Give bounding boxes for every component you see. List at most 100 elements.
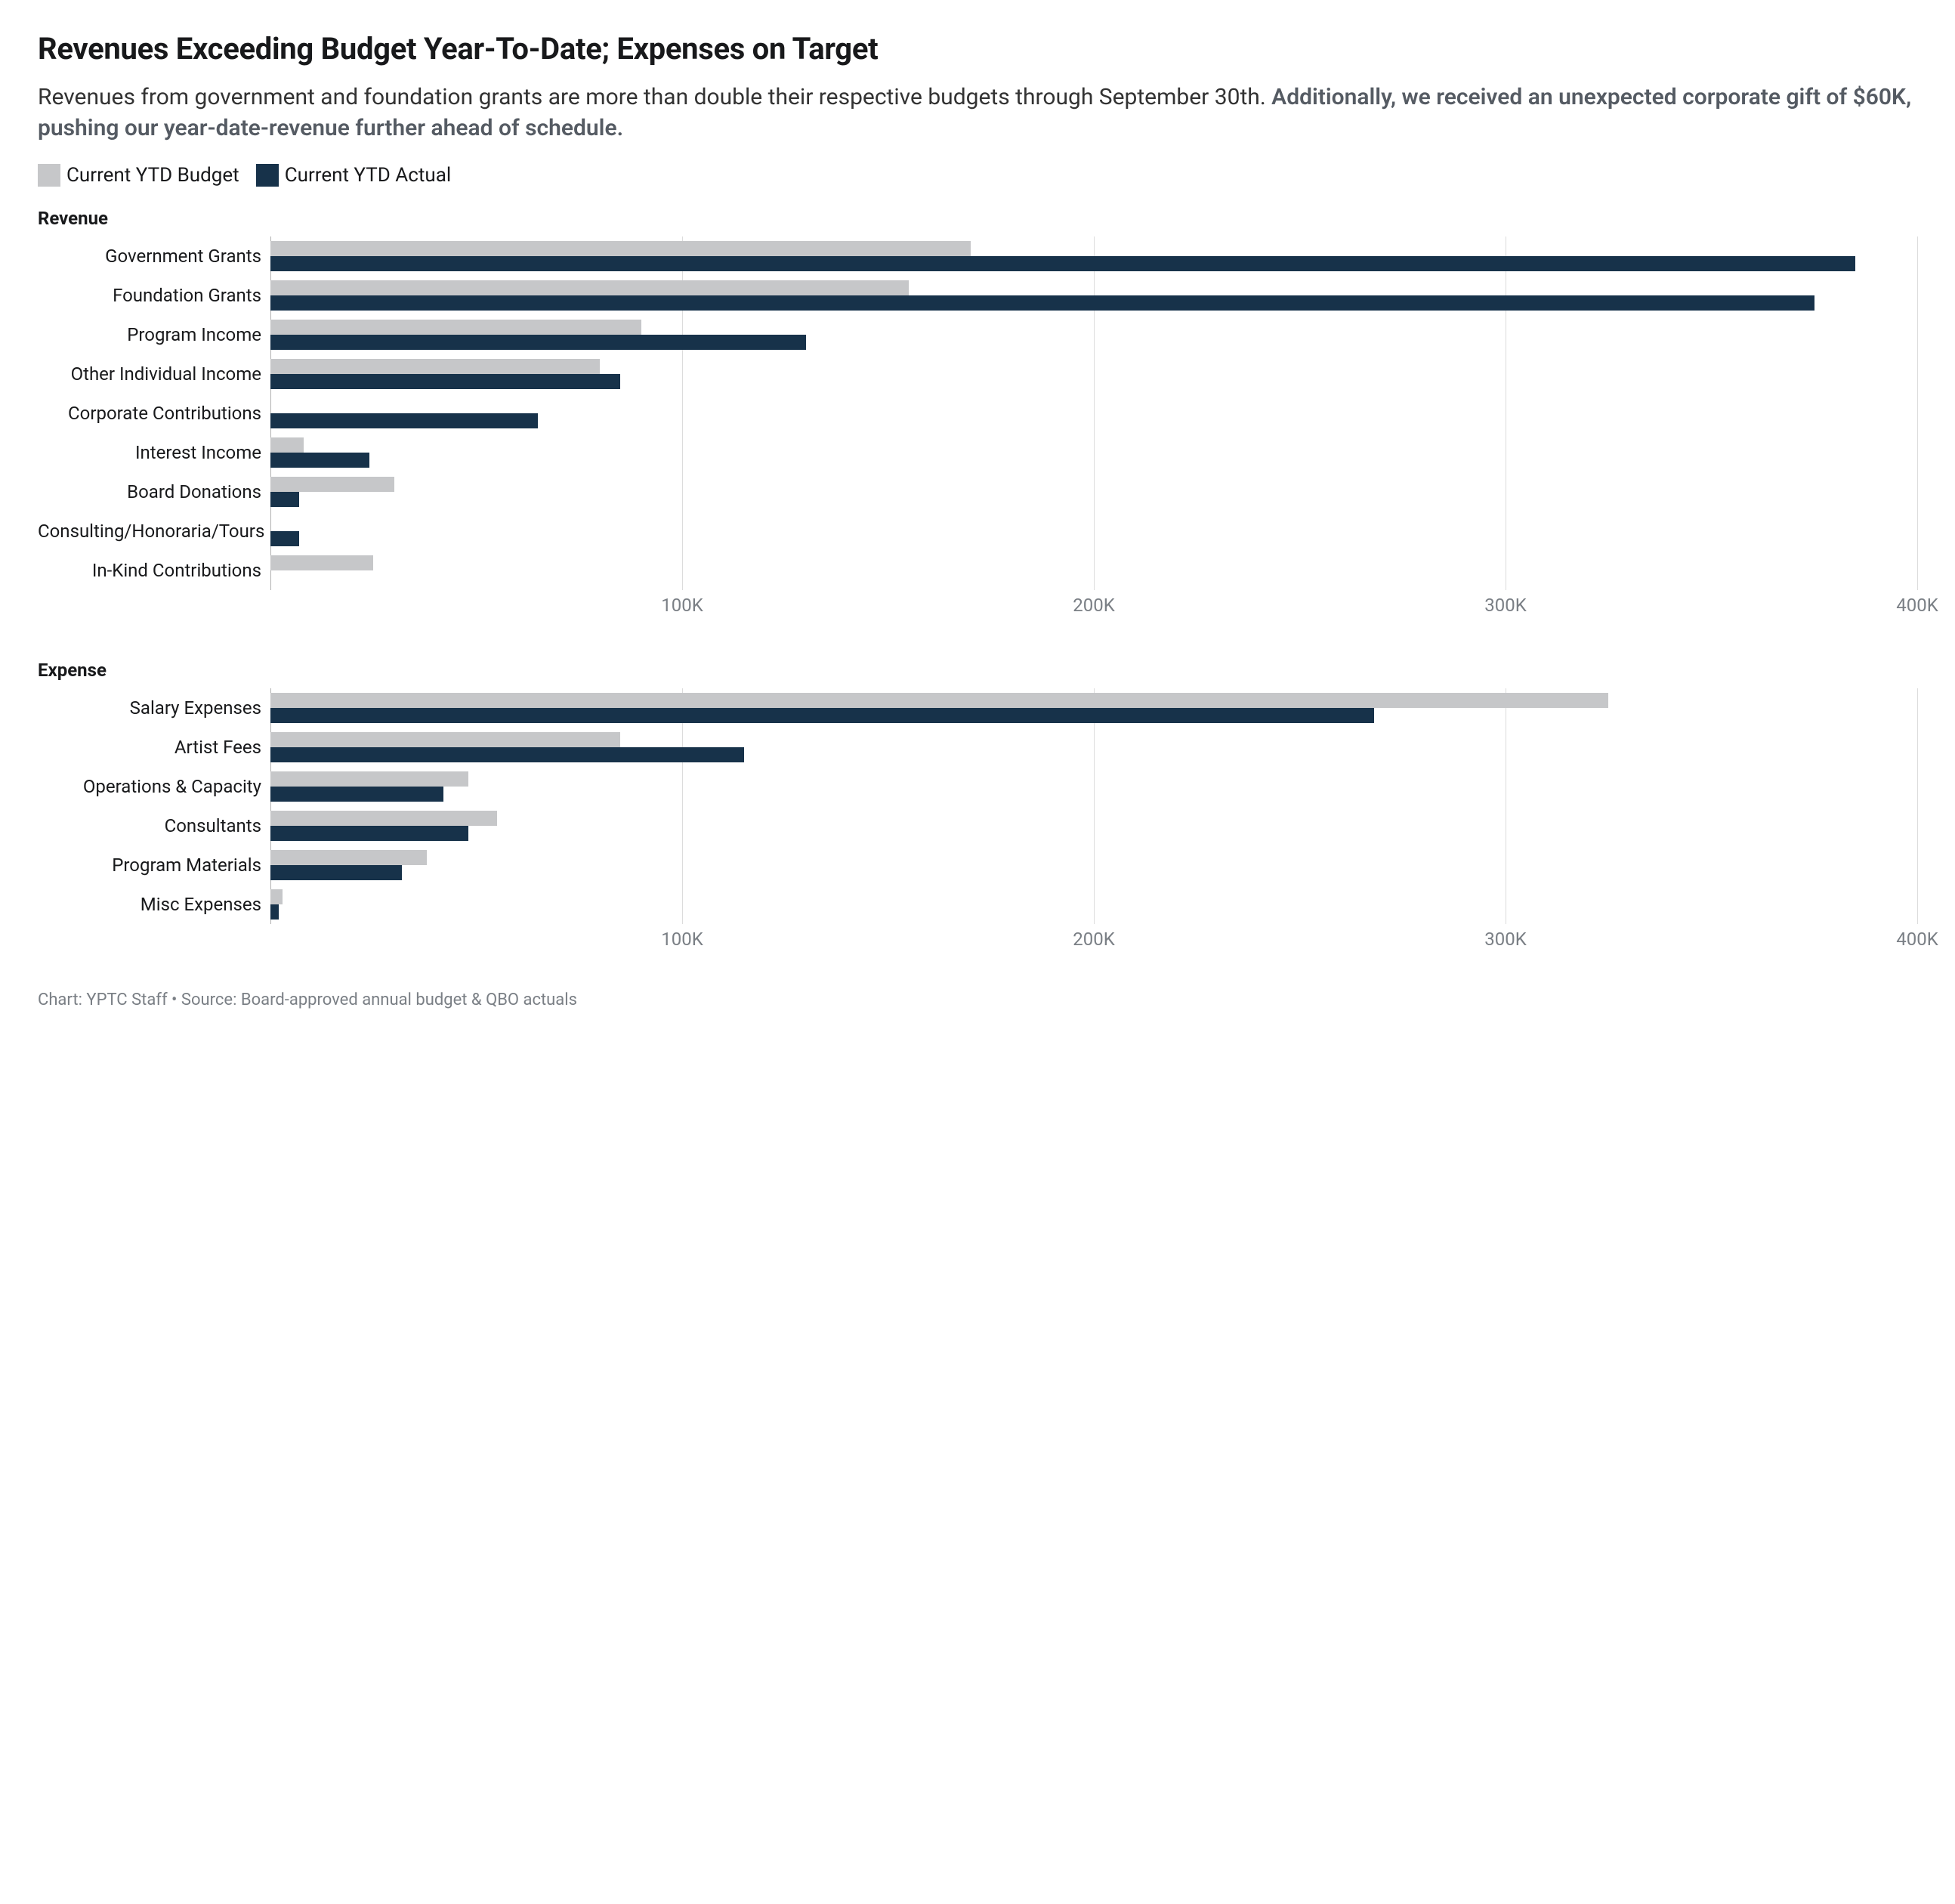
chart-row: Program Income <box>38 315 1917 354</box>
legend-swatch-actual <box>256 164 279 187</box>
chart-row: Salary Expenses <box>38 688 1917 728</box>
bar-actual <box>270 295 1814 311</box>
bar-actual <box>270 413 538 428</box>
bar-budget <box>270 477 394 492</box>
chart-row: Board Donations <box>38 472 1917 512</box>
bar-actual <box>270 256 1855 271</box>
tick-label: 200K <box>1073 929 1115 950</box>
bars-area <box>270 433 1917 472</box>
section-title: Expense <box>38 660 1917 681</box>
bar-actual <box>270 335 806 350</box>
bars-area <box>270 885 1917 924</box>
category-label: Program Materials <box>38 855 270 876</box>
tick-label: 100K <box>661 595 703 616</box>
bars-area <box>270 806 1917 845</box>
bar-budget <box>270 811 497 826</box>
bar-budget <box>270 320 641 335</box>
bar-actual <box>270 531 299 546</box>
bar-pair <box>270 771 1917 802</box>
bar-actual <box>270 492 299 507</box>
legend-label-budget: Current YTD Budget <box>66 164 239 187</box>
category-label: Operations & Capacity <box>38 776 270 797</box>
bar-pair <box>270 889 1917 920</box>
chart-row: Artist Fees <box>38 728 1917 767</box>
chart-row: Consulting/Honoraria/Tours <box>38 512 1917 551</box>
bar-budget <box>270 555 373 570</box>
bar-pair <box>270 398 1917 428</box>
tick-label: 300K <box>1484 595 1527 616</box>
grid-line <box>1917 688 1918 924</box>
footer-note: Chart: YPTC Staff • Source: Board-approv… <box>38 991 1917 1009</box>
chart-row: Foundation Grants <box>38 276 1917 315</box>
bar-pair <box>270 280 1917 311</box>
category-label: Government Grants <box>38 246 270 267</box>
chart-row: Misc Expenses <box>38 885 1917 924</box>
bar-budget <box>270 280 909 295</box>
bars-area <box>270 472 1917 512</box>
bar-pair <box>270 516 1917 546</box>
category-label: Consultants <box>38 815 270 836</box>
bar-actual <box>270 904 279 920</box>
page-title: Revenues Exceeding Budget Year-To-Date; … <box>38 30 1917 68</box>
chart-rows-wrap: Government Grants Foundation Grants Progra… <box>38 236 1917 590</box>
bar-budget <box>270 437 304 453</box>
subtitle: Revenues from government and foundation … <box>38 82 1917 144</box>
bar-pair <box>270 477 1917 507</box>
chart-row: Government Grants <box>38 236 1917 276</box>
bar-budget <box>270 241 971 256</box>
bar-actual <box>270 865 402 880</box>
category-label: Program Income <box>38 324 270 345</box>
bar-budget <box>270 771 468 787</box>
legend-swatch-budget <box>38 164 60 187</box>
bar-actual <box>270 747 744 762</box>
bars-area <box>270 688 1917 728</box>
bars-area <box>270 512 1917 551</box>
bar-pair <box>270 359 1917 389</box>
chart-row: Other Individual Income <box>38 354 1917 394</box>
tick-label: 400K <box>1896 929 1938 950</box>
chart-row: Operations & Capacity <box>38 767 1917 806</box>
bars-area <box>270 236 1917 276</box>
category-label: Other Individual Income <box>38 363 270 385</box>
bar-pair <box>270 437 1917 468</box>
bars-area <box>270 551 1917 590</box>
category-label: Corporate Contributions <box>38 403 270 424</box>
legend: Current YTD Budget Current YTD Actual <box>38 164 1917 187</box>
bars-area <box>270 728 1917 767</box>
bar-budget <box>270 732 620 747</box>
chart-rows: Salary Expenses Artist Fees Operations & C… <box>38 688 1917 924</box>
section-title: Revenue <box>38 208 1917 229</box>
tick-label: 200K <box>1073 595 1115 616</box>
bar-pair <box>270 850 1917 880</box>
bar-actual <box>270 708 1374 723</box>
bars-area <box>270 276 1917 315</box>
bar-pair <box>270 732 1917 762</box>
bars-area <box>270 315 1917 354</box>
x-axis: 100K200K300K400K <box>270 595 1917 625</box>
chart-row: Program Materials <box>38 845 1917 885</box>
category-label: In-Kind Contributions <box>38 560 270 581</box>
bar-pair <box>270 811 1917 841</box>
bar-budget <box>270 359 600 374</box>
chart-row: Consultants <box>38 806 1917 845</box>
chart-row: Interest Income <box>38 433 1917 472</box>
chart-section: Expense Salary Expenses Artist Fees Operati… <box>38 660 1917 965</box>
category-label: Board Donations <box>38 481 270 502</box>
legend-label-actual: Current YTD Actual <box>285 164 451 187</box>
bar-budget <box>270 889 283 904</box>
tick-label: 100K <box>661 929 703 950</box>
category-label: Consulting/Honoraria/Tours <box>38 521 270 542</box>
legend-item-budget: Current YTD Budget <box>38 164 239 187</box>
bar-pair <box>270 693 1917 723</box>
bar-budget <box>270 850 427 865</box>
chart-rows-wrap: Salary Expenses Artist Fees Operations & C… <box>38 688 1917 924</box>
category-label: Salary Expenses <box>38 697 270 719</box>
chart-section: Revenue Government Grants Foundation Grant… <box>38 208 1917 631</box>
grid-line <box>1917 236 1918 590</box>
tick-label: 400K <box>1896 595 1938 616</box>
bars-area <box>270 354 1917 394</box>
bars-area <box>270 767 1917 806</box>
category-label: Interest Income <box>38 442 270 463</box>
bar-actual <box>270 453 369 468</box>
charts-container: Revenue Government Grants Foundation Grant… <box>38 208 1917 965</box>
